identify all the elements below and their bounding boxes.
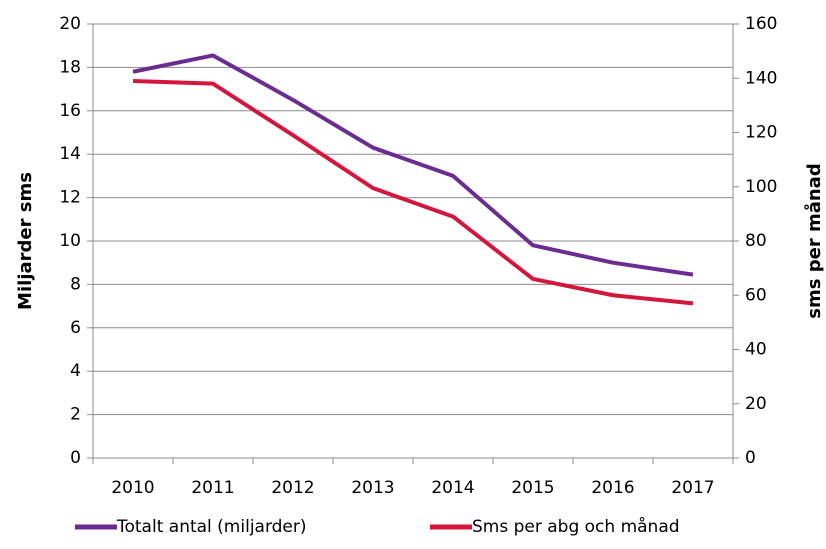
y-tick-label: 2 [70,405,81,425]
y-tick-label: 4 [70,361,81,381]
y-tick-label: 20 [59,14,81,34]
series-line [132,53,694,277]
y2-tick-label: 60 [745,285,767,305]
y-axis-label: Miljarder sms [15,172,36,310]
y-tick-label: 8 [70,274,81,294]
y2-tick-label: 120 [745,123,777,143]
y-tick-label: 10 [59,231,81,251]
y2-tick-label: 20 [745,394,767,414]
legend-label: Sms per abg och månad [472,516,680,537]
y2-tick-label: 40 [745,340,767,360]
y-tick-label: 0 [70,448,81,468]
x-tick-label: 2012 [271,478,314,498]
y2-tick-label: 100 [745,177,777,197]
x-tick-label: 2011 [191,478,234,498]
series-line [132,78,694,306]
x-tick-label: 2017 [671,478,714,498]
x-tick-label: 2014 [431,478,474,498]
y-tick-label: 12 [59,188,81,208]
legend-label: Totalt antal (miljarder) [116,517,307,537]
y2-tick-label: 140 [745,68,777,88]
y2-axis-label: sms per månad [803,163,825,318]
y-tick-label: 16 [59,101,81,121]
x-tick-label: 2016 [591,478,634,498]
y-tick-label: 6 [70,318,81,338]
y2-tick-label: 0 [745,448,756,468]
y-tick-label: 18 [59,57,81,77]
y2-tick-label: 80 [745,231,767,251]
x-tick-label: 2013 [351,478,394,498]
y-tick-label: 14 [59,144,81,164]
x-tick-label: 2015 [511,478,554,498]
x-tick-label: 2010 [111,478,154,498]
y2-tick-label: 160 [745,14,777,34]
